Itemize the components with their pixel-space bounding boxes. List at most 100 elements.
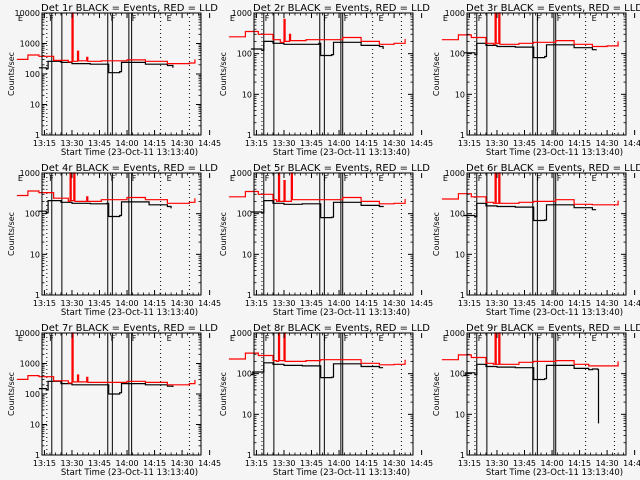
y-tick-label: 1000 [445,329,465,338]
x-tick-label: 14:45 [623,299,640,308]
lld-series-line [228,18,406,45]
events-series-line [250,40,384,57]
flag-label: F [537,174,542,183]
x-tick-label: 13:30 [60,459,83,468]
plot-frame [466,172,627,296]
y-axis-label: Counts/sec [219,372,228,416]
y-tick-label: 10 [455,250,465,259]
x-tick-label: 13:45 [300,299,323,308]
x-axis-label: Start Time (23-Oct-11 13:13:40) [61,148,198,158]
flag-label: F [265,334,270,343]
x-tick-label: 14:00 [116,139,139,148]
flag-label: E [379,334,384,343]
x-tick-label: 14:30 [383,299,406,308]
x-tick-label: 14:15 [143,139,166,148]
y-tick-label: 100 [25,390,40,399]
flag-label: F [344,334,349,343]
panel-title: Det 8r BLACK = Events, RED = LLD [253,323,430,334]
x-tick-label: 13:30 [485,299,508,308]
x-axis-label: Start Time (23-Oct-11 13:13:40) [273,148,410,158]
x-tick-label: 13:15 [245,459,268,468]
y-tick-label: 1 [460,131,465,140]
x-tick-label: 14:30 [171,459,194,468]
x-tick-label: 14:30 [596,459,619,468]
flag-label: F [49,14,54,23]
x-axis-label: Start Time (23-Oct-11 13:13:40) [61,308,198,318]
y-axis-label: Counts/sec [219,52,228,96]
flag-label: E [443,14,448,23]
x-tick-label: 14:00 [541,299,564,308]
y-tick-label: 10000 [15,9,40,18]
y-tick-label: 1000 [20,40,40,49]
flag-label: F [344,174,349,183]
y-tick-label: 10000 [15,329,40,338]
flag-label: F [132,14,137,23]
flag-label: F [49,174,54,183]
x-tick-label: 14:00 [116,459,139,468]
plot-frame [41,12,202,136]
panel-det-6r: E F F F E 1 10 100 1000 13:15 13:30 13:45 14:00 14:15… [432,163,640,318]
x-tick-label: 13:15 [33,459,56,468]
y-tick-label: 1000 [445,9,465,18]
panel-det-5r: E F F F E 1 10 100 1000 13:15 13:30 13:45 14:00 14:15… [219,163,433,318]
y-tick-label: 10 [242,410,252,419]
x-tick-label: 13:30 [485,139,508,148]
panel-title: Det 7r BLACK = Events, RED = LLD [41,323,218,334]
x-tick-label: 14:45 [198,139,221,148]
y-axis-label: Counts/sec [219,212,228,256]
y-tick-label: 1 [247,451,252,460]
panel-title: Det 9r BLACK = Events, RED = LLD [466,323,640,334]
flag-label: E [18,334,23,343]
x-axis-label: Start Time (23-Oct-11 13:13:40) [61,468,198,478]
y-tick-label: 10 [455,410,465,419]
flag-label: E [379,14,384,23]
flag-label: F [324,14,329,23]
panel-det-8r: E F F F E 1 10 100 1000 13:15 13:30 13:45 14:00 14:15… [219,323,433,478]
x-tick-label: 13:15 [458,459,481,468]
y-tick-label: 1000 [232,169,252,178]
y-tick-label: 10 [242,250,252,259]
flag-label: E [592,174,597,183]
x-tick-label: 13:45 [88,459,111,468]
x-tick-label: 13:45 [300,459,323,468]
events-series-line [38,200,172,218]
y-tick-label: 10 [30,101,40,110]
x-tick-label: 13:15 [33,139,56,148]
x-tick-label: 13:30 [272,299,295,308]
events-series-line [463,202,597,222]
flag-label: F [557,174,562,183]
x-tick-label: 14:45 [410,299,433,308]
flag-label: F [324,334,329,343]
x-tick-label: 13:15 [458,139,481,148]
flag-label: E [379,174,384,183]
x-tick-label: 13:30 [60,299,83,308]
y-tick-label: 1 [460,451,465,460]
flag-label: E [592,334,597,343]
x-tick-label: 14:45 [198,299,221,308]
flag-label: F [537,14,542,23]
x-tick-label: 14:15 [143,459,166,468]
panel-det-4r: E F F F E 1 10 100 1000 13:15 13:30 13:45 14:00 14:15… [7,163,221,318]
y-tick-label: 100 [450,210,465,219]
x-tick-label: 14:15 [568,459,591,468]
flag-label: E [230,334,235,343]
flag-label: F [557,14,562,23]
y-axis-label: Counts/sec [7,52,16,96]
y-tick-label: 1 [460,291,465,300]
x-tick-label: 14:00 [541,139,564,148]
plot-frame [41,332,202,456]
lld-series-line [16,172,196,204]
flag-label: F [265,174,270,183]
flag-label: F [111,14,116,23]
plot-frame [253,332,414,456]
y-tick-label: 1000 [20,360,40,369]
lld-series-line [16,332,196,386]
x-tick-label: 14:30 [383,139,406,148]
events-series-line [38,60,174,74]
plot-frame [253,172,414,296]
panel-det-2r: E F F F E 1 10 100 1000 13:15 13:30 13:45 14:00 14:15… [219,3,433,158]
x-tick-label: 14:15 [568,139,591,148]
x-tick-label: 13:45 [88,139,111,148]
x-tick-label: 14:15 [143,299,166,308]
y-tick-label: 100 [450,370,465,379]
